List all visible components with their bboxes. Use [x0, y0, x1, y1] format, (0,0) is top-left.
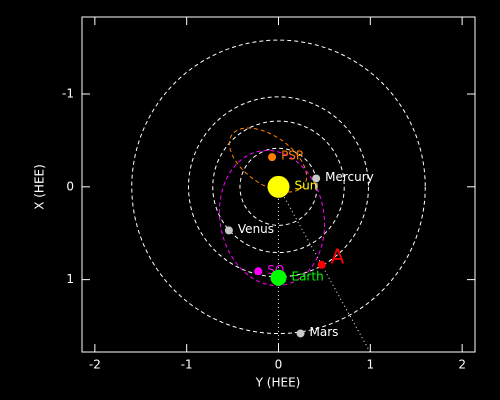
orbit — [131, 39, 426, 335]
orbit — [212, 120, 345, 254]
so-orbit — [218, 149, 326, 287]
body-marker — [296, 329, 305, 338]
x-tick-label: -2 — [89, 358, 101, 372]
body-label: Sun — [295, 178, 318, 192]
body-label: Mars — [310, 325, 339, 339]
body-label: PSP — [281, 149, 303, 163]
x-tick-label: 2 — [458, 358, 466, 372]
x-axis-label: Y (HEE) — [255, 376, 301, 390]
x-tick-label: 0 — [275, 358, 283, 372]
x-tick-label: -1 — [181, 358, 193, 372]
body-label: Mercury — [325, 170, 374, 184]
y-tick-label: -1 — [62, 87, 74, 101]
body-marker — [270, 269, 287, 286]
body-label: A — [331, 244, 345, 268]
body-label: Earth — [292, 269, 324, 283]
body-label: Venus — [238, 222, 274, 236]
orbit — [239, 147, 318, 226]
body-marker — [224, 226, 233, 235]
body-marker — [312, 174, 321, 183]
body-marker — [254, 267, 263, 276]
body-marker — [317, 260, 326, 269]
y-axis-label: X (HEE) — [33, 164, 47, 210]
body-marker — [267, 175, 290, 198]
y-tick-label: 1 — [66, 272, 74, 286]
psp-orbit — [228, 127, 308, 193]
y-tick-label: 0 — [66, 179, 74, 193]
body-marker — [268, 153, 277, 162]
orbits — [131, 39, 426, 335]
x-tick-label: 1 — [367, 358, 375, 372]
